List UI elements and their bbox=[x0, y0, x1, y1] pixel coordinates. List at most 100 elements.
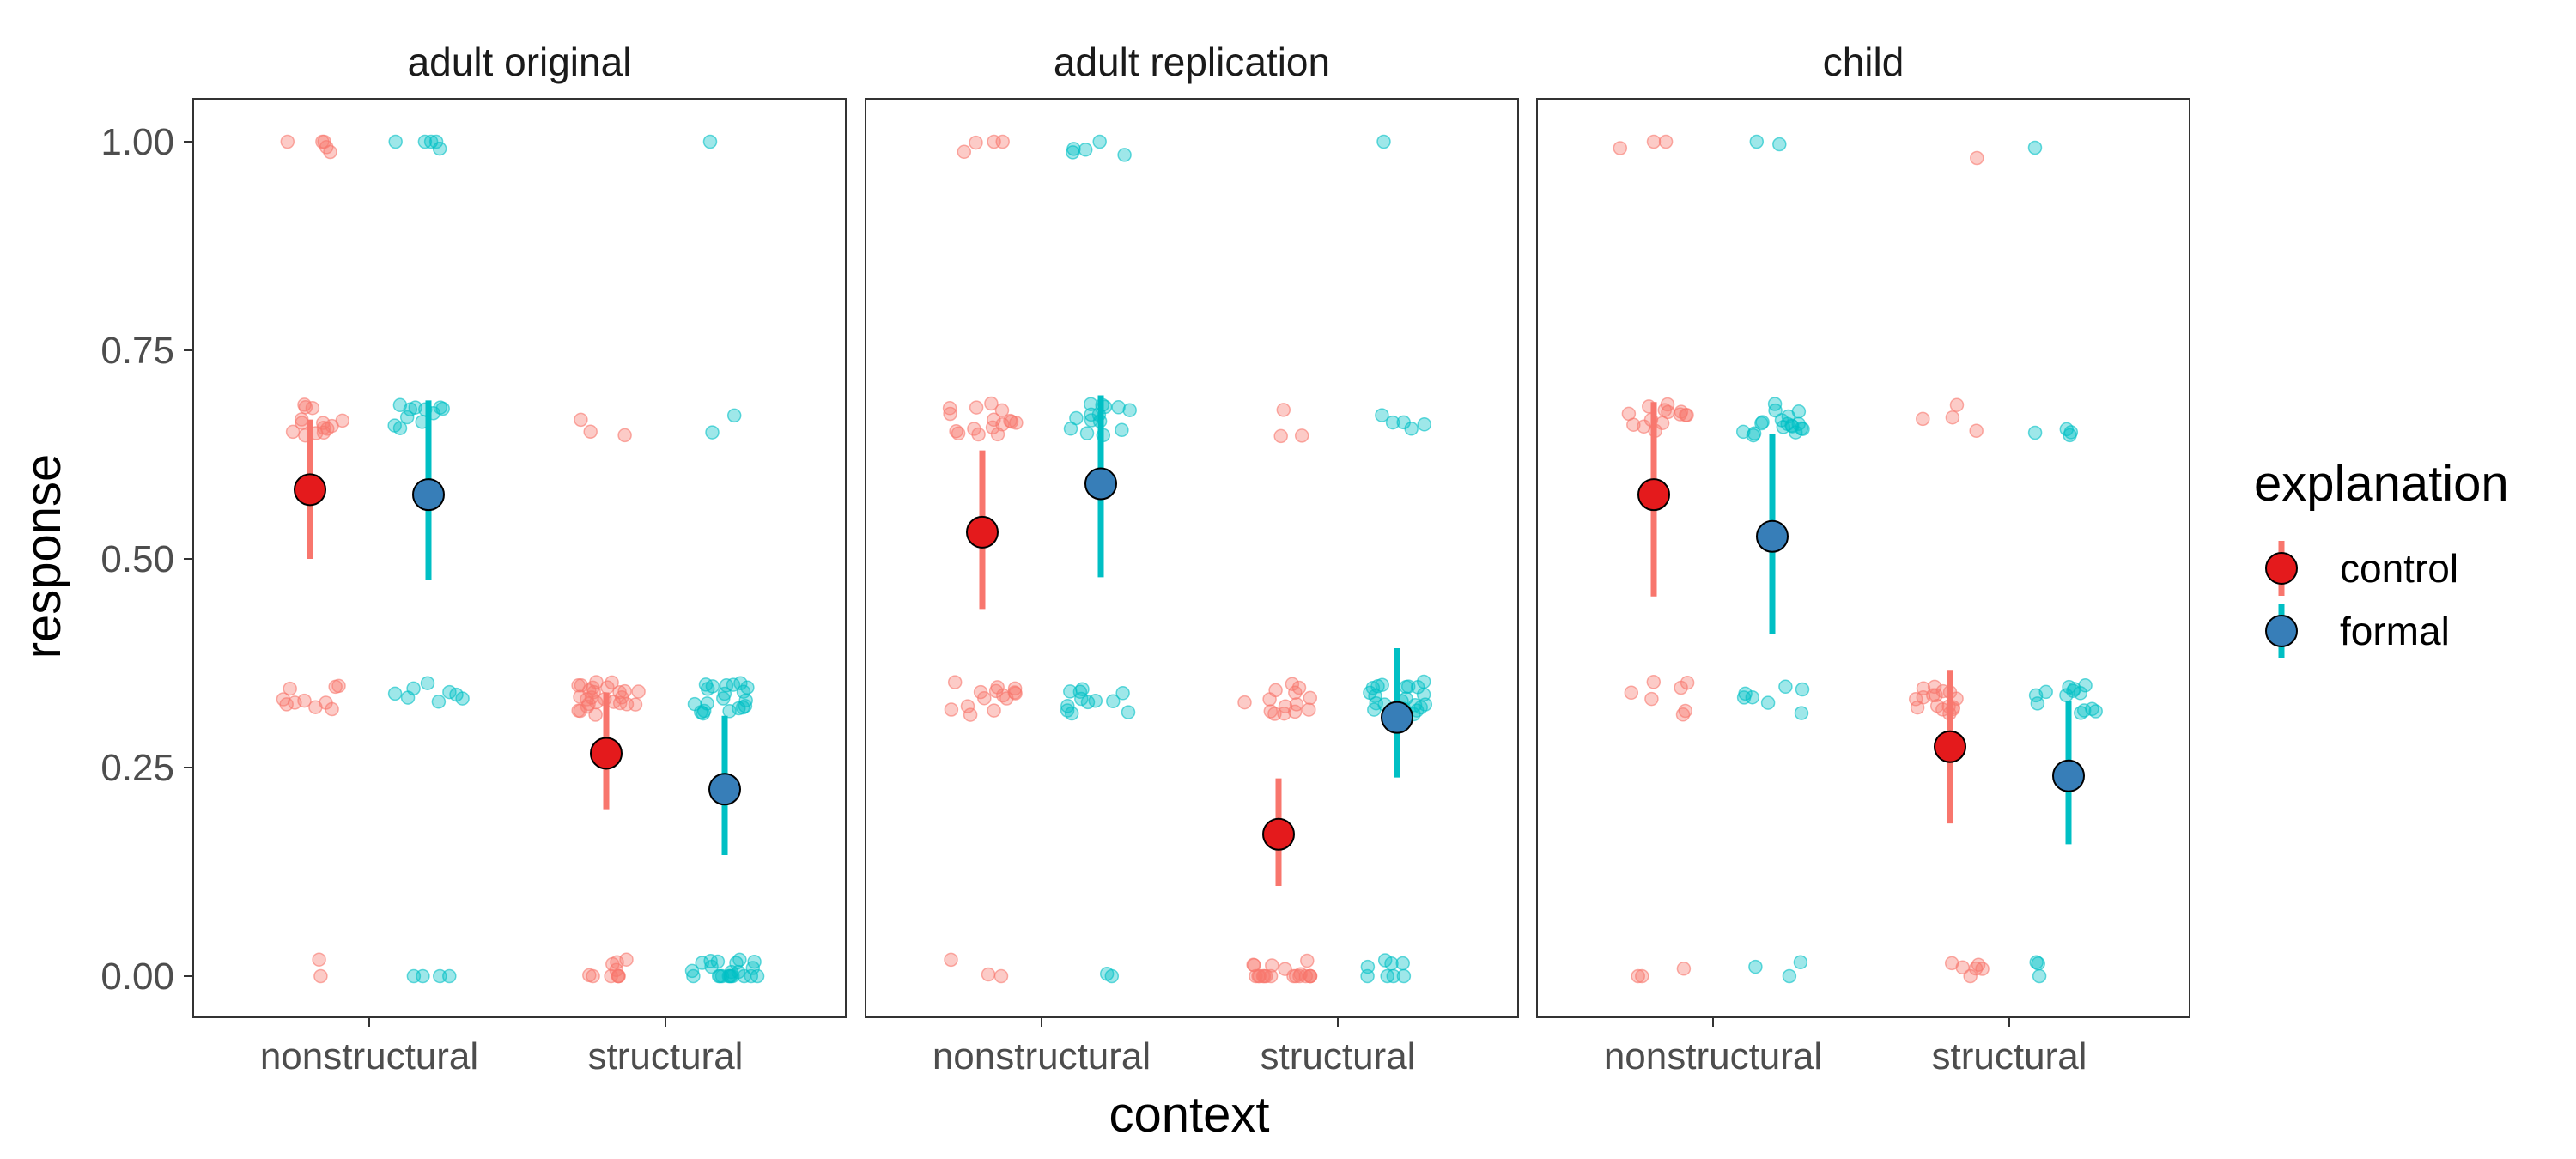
raw-point bbox=[943, 406, 957, 422]
raw-point bbox=[1929, 698, 1945, 713]
raw-point bbox=[1949, 397, 1965, 412]
raw-point bbox=[442, 968, 457, 984]
raw-point bbox=[951, 426, 966, 441]
raw-point bbox=[1646, 675, 1662, 689]
raw-point bbox=[283, 681, 297, 696]
raw-point bbox=[1969, 423, 1984, 438]
raw-point bbox=[987, 134, 1001, 149]
raw-point bbox=[428, 134, 444, 149]
raw-point bbox=[1794, 706, 1809, 720]
raw-point bbox=[1963, 968, 1978, 984]
raw-point bbox=[610, 955, 624, 969]
raw-points bbox=[942, 134, 1433, 984]
raw-point bbox=[740, 680, 755, 695]
raw-point bbox=[1910, 700, 1925, 715]
raw-point bbox=[1360, 959, 1376, 974]
raw-point bbox=[1385, 415, 1400, 430]
raw-point bbox=[323, 144, 337, 160]
raw-point bbox=[1237, 695, 1252, 710]
raw-point bbox=[431, 695, 447, 709]
raw-point bbox=[2059, 422, 2075, 437]
raw-point bbox=[1396, 415, 1411, 430]
raw-point bbox=[1644, 691, 1659, 707]
raw-point bbox=[1778, 679, 1793, 695]
raw-point bbox=[1782, 968, 1797, 984]
y-tick-label: 0.25 bbox=[100, 747, 174, 789]
raw-point bbox=[1106, 694, 1121, 709]
raw-point bbox=[1265, 958, 1279, 973]
raw-point bbox=[1075, 682, 1090, 696]
raw-point bbox=[1793, 955, 1808, 970]
raw-point bbox=[1084, 413, 1099, 428]
raw-point bbox=[435, 401, 450, 416]
raw-point bbox=[316, 420, 331, 435]
raw-point bbox=[702, 134, 718, 149]
raw-point bbox=[1386, 968, 1401, 984]
raw-point bbox=[316, 416, 331, 430]
raw-point bbox=[1680, 408, 1694, 422]
raw-point bbox=[583, 424, 598, 440]
raw-point bbox=[279, 697, 294, 712]
raw-point bbox=[1748, 959, 1763, 974]
raw-point bbox=[1066, 142, 1081, 156]
raw-point bbox=[631, 684, 646, 699]
raw-point bbox=[1658, 134, 1674, 149]
raw-point bbox=[1738, 686, 1753, 701]
raw-point bbox=[1375, 677, 1389, 692]
panel-2: child nonstructural structural bbox=[1536, 39, 2190, 1077]
raw-point bbox=[1302, 702, 1316, 717]
raw-point bbox=[960, 699, 975, 713]
raw-point bbox=[1069, 410, 1084, 426]
raw-point bbox=[1955, 960, 1970, 975]
raw-point bbox=[2078, 678, 2093, 693]
raw-point bbox=[969, 400, 984, 415]
raw-point bbox=[1285, 677, 1300, 691]
raw-point bbox=[582, 968, 597, 983]
x-tick-label: nonstructural bbox=[1604, 1035, 1822, 1077]
raw-point bbox=[984, 396, 999, 411]
raw-point bbox=[704, 959, 719, 974]
mean-point bbox=[2052, 759, 2085, 792]
x-tick-label: structural bbox=[1932, 1035, 2087, 1077]
raw-point bbox=[2073, 686, 2088, 701]
raw-point bbox=[1115, 422, 1129, 438]
raw-point bbox=[604, 968, 618, 984]
raw-point bbox=[406, 681, 421, 696]
raw-point bbox=[1755, 415, 1770, 429]
raw-point bbox=[745, 961, 761, 975]
raw-point bbox=[2031, 956, 2045, 971]
legend-key-point bbox=[2265, 615, 2298, 647]
raw-point bbox=[1416, 674, 1431, 689]
raw-point bbox=[1303, 968, 1317, 984]
raw-point bbox=[687, 696, 702, 712]
raw-point bbox=[942, 401, 957, 416]
raw-point bbox=[944, 952, 958, 968]
raw-point bbox=[696, 706, 711, 721]
raw-point bbox=[1294, 428, 1309, 443]
raw-point bbox=[949, 423, 963, 439]
raw-point bbox=[285, 424, 301, 440]
raw-point bbox=[993, 968, 1009, 984]
raw-point bbox=[1064, 706, 1079, 721]
raw-point bbox=[1078, 143, 1093, 157]
raw-point bbox=[967, 422, 981, 436]
raw-point bbox=[297, 397, 312, 412]
raw-point bbox=[455, 691, 470, 706]
raw-point bbox=[628, 697, 643, 712]
raw-point bbox=[1621, 406, 1637, 422]
raw-point bbox=[1400, 679, 1416, 694]
raw-point bbox=[1760, 695, 1776, 710]
raw-point bbox=[1300, 953, 1315, 968]
y-axis-title: response bbox=[15, 454, 71, 659]
raw-point bbox=[737, 968, 751, 984]
raw-point bbox=[442, 684, 457, 700]
mean-point bbox=[708, 773, 741, 806]
raw-point bbox=[280, 134, 295, 149]
legend-label-formal: formal bbox=[2340, 609, 2450, 653]
raw-point bbox=[1660, 397, 1675, 412]
raw-point bbox=[1417, 417, 1432, 432]
raw-point bbox=[584, 690, 599, 705]
raw-point bbox=[387, 686, 403, 701]
panel-0: adult original nonstructural structural bbox=[192, 39, 847, 1077]
